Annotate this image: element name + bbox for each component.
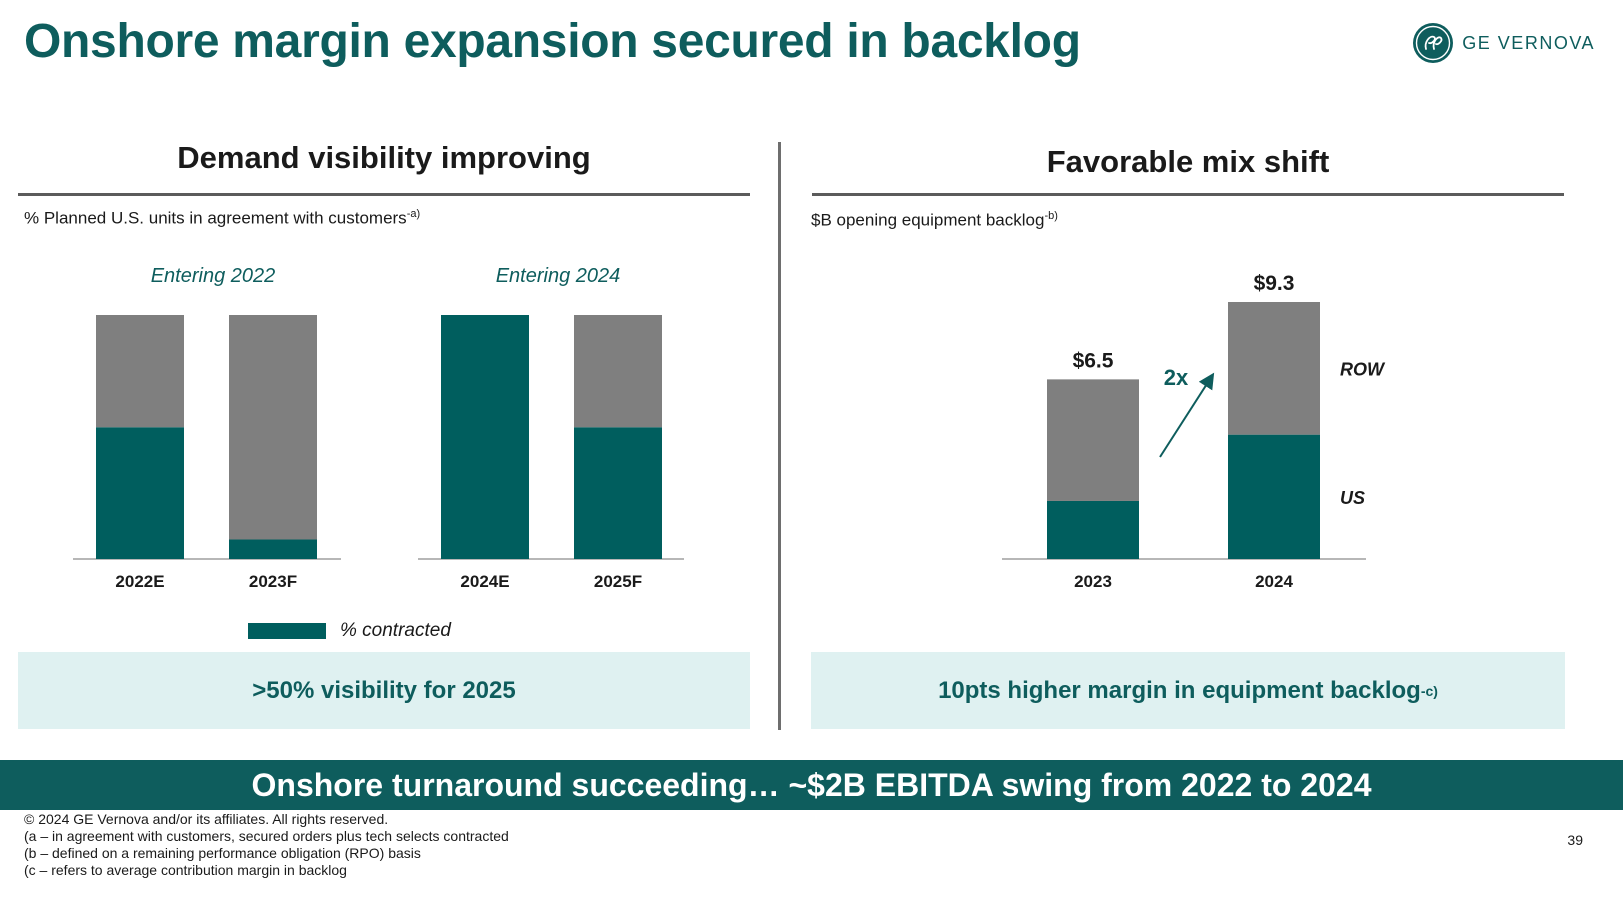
tick-label-2024: 2024 xyxy=(1255,572,1293,591)
data-label-total-2023: $6.5 xyxy=(1073,349,1114,372)
left-panel-subtitle: % Planned U.S. units in agreement with c… xyxy=(24,208,420,229)
growth-arrow xyxy=(1159,372,1215,458)
bar-2023f-contracted xyxy=(229,539,317,559)
tick-label-2022e: 2022E xyxy=(115,572,164,591)
left-subtitle-text: % Planned U.S. units in agreement with c… xyxy=(24,208,407,228)
tick-label-2023: 2023 xyxy=(1074,572,1112,591)
series-label-us: US xyxy=(1340,488,1365,508)
growth-label: 2x xyxy=(1164,365,1189,390)
right-panel-title: Favorable mix shift xyxy=(1046,144,1330,179)
bar-2023f-remainder xyxy=(229,315,317,540)
bar-2023-row xyxy=(1047,379,1139,501)
bar-2022e-remainder xyxy=(96,315,184,428)
right-callout: 10pts higher margin in equipment backlog… xyxy=(811,652,1565,729)
footnote-a: (a – in agreement with customers, secure… xyxy=(24,828,509,844)
tick-label-2024e: 2024E xyxy=(460,572,509,591)
legend-label: % contracted xyxy=(340,620,451,641)
summary-banner: Onshore turnaround succeeding… ~$2B EBIT… xyxy=(0,760,1623,810)
panel-divider xyxy=(778,142,781,730)
left-callout: >50% visibility for 2025 xyxy=(18,652,750,729)
left-stacked-bar-chart: 2022E 2023F 2024E 2025F xyxy=(73,315,684,591)
footer-notes: © 2024 GE Vernova and/or its affiliates.… xyxy=(24,811,509,879)
footnote-b: (b – defined on a remaining performance … xyxy=(24,845,421,861)
tick-label-2023f: 2023F xyxy=(249,572,297,591)
logo-text: GE VERNOVA xyxy=(1462,32,1595,53)
bar-2023-us xyxy=(1047,500,1139,559)
ge-monogram-icon xyxy=(1413,23,1454,63)
footnote-c: (c – refers to average contribution marg… xyxy=(24,862,347,878)
bar-2025f-remainder xyxy=(574,315,662,428)
copyright: © 2024 GE Vernova and/or its affiliates.… xyxy=(24,811,389,827)
data-label-total-2024: $9.3 xyxy=(1254,272,1295,295)
right-panel-subtitle: $B opening equipment backlog-b) xyxy=(811,210,1058,231)
bar-2024-row xyxy=(1228,302,1320,435)
page-title: Onshore margin expansion secured in back… xyxy=(24,15,1081,68)
left-panel-rule xyxy=(18,193,750,196)
page-number: 39 xyxy=(1567,832,1583,848)
bar-2024-us xyxy=(1228,434,1320,559)
bar-2022e-contracted xyxy=(96,427,184,559)
group-label-entering-2024: Entering 2024 xyxy=(495,265,621,287)
tick-label-2025f: 2025F xyxy=(594,572,642,591)
series-label-row: ROW xyxy=(1340,359,1386,379)
legend-swatch-contracted xyxy=(248,623,326,639)
right-callout-note: -c) xyxy=(1420,682,1438,699)
right-panel-rule xyxy=(812,193,1564,196)
bar-2024e-contracted xyxy=(441,315,529,559)
right-subtitle-text: $B opening equipment backlog xyxy=(811,210,1045,230)
legend: % contracted xyxy=(248,620,451,642)
logo: GE VERNOVA xyxy=(1412,22,1595,64)
bar-2025f-contracted xyxy=(574,427,662,559)
right-callout-text: 10pts higher margin in equipment backlog xyxy=(938,676,1421,704)
left-panel-title: Demand visibility improving xyxy=(177,140,591,175)
right-stacked-bar-chart: $6.5 2023 $9.3 2024 US ROW 2x xyxy=(1002,272,1386,591)
right-subtitle-note: -b) xyxy=(1044,210,1058,222)
group-label-entering-2022: Entering 2022 xyxy=(150,265,276,287)
left-subtitle-note: -a) xyxy=(406,208,421,220)
